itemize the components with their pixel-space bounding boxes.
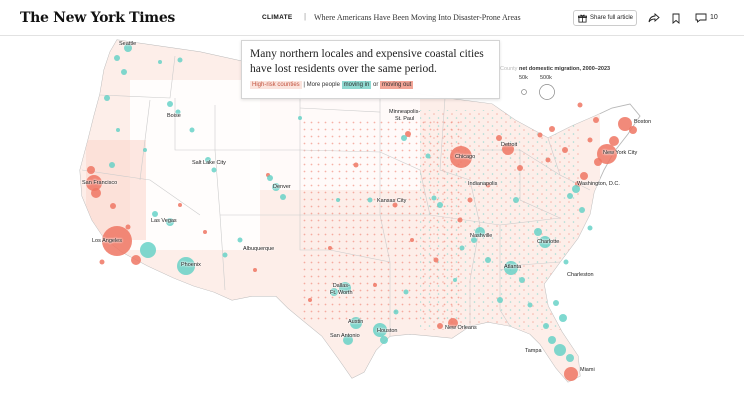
city-label-los-angeles: Los Angeles [92, 238, 122, 244]
size-legend-circles [521, 84, 555, 100]
city-label-seattle: Seattle [119, 41, 137, 47]
moving-in-circles [104, 44, 593, 362]
legend-or: or [372, 82, 379, 88]
city-label-indianapolis: Indianapolis [468, 181, 498, 187]
city-label-boston: Boston [634, 119, 652, 125]
city-label-detroit: Detroit [501, 142, 518, 148]
header-separator: | [304, 12, 307, 21]
city-label-washington: Washington, D.C. [577, 181, 620, 187]
annotation-box: Many northern locales and expensive coas… [241, 40, 500, 99]
city-label-minneapolis: Minneapolis- St. Paul [389, 109, 421, 122]
legend-divider: | [303, 82, 305, 88]
city-label-san-francisco: San Francisco [82, 180, 118, 186]
city-label-boise: Boise [167, 113, 181, 119]
city-label-charlotte: Charlotte [537, 239, 560, 245]
city-label-phoenix: Phoenix [181, 262, 201, 268]
legend-prefix: More people [306, 82, 340, 88]
city-label-dallas: Dallas- Ft. Worth [330, 283, 353, 296]
size-legend-title: net domestic migration, 2000–2023 [518, 66, 611, 72]
moving-out-swatch: moving out [380, 81, 414, 89]
city-label-austin: Austin [348, 319, 364, 325]
annotation-text: Many northern locales and expensive coas… [250, 48, 484, 75]
bookmark-icon[interactable] [667, 9, 685, 27]
city-label-tampa: Tampa [525, 348, 542, 354]
state-borders [81, 55, 591, 336]
share-full-article-button[interactable]: Share full article [573, 10, 637, 26]
comment-icon[interactable] [692, 9, 710, 27]
article-headline: Where Americans Have Been Moving Into Di… [314, 13, 521, 22]
size-legend-small: 50k [519, 75, 528, 81]
annotation-legend: High-risk counties | More people moving … [250, 81, 491, 89]
top-bar: The New York Times CLIMATE | Where Ameri… [0, 0, 744, 36]
city-label-albuquerque: Albuquerque [243, 246, 275, 252]
size-legend-large: 500k [540, 75, 552, 81]
nyt-logo[interactable]: The New York Times [20, 10, 176, 26]
migration-map [79, 39, 641, 383]
share-button-label: Share full article [590, 15, 634, 21]
city-label-san-antonio: San Antonio [330, 333, 360, 339]
city-label-kansas-city: Kansas City [377, 198, 407, 204]
gift-icon [578, 14, 587, 23]
share-icon[interactable] [645, 9, 663, 27]
city-label-new-york: New York City [603, 150, 638, 156]
city-label-nashville: Nashville [470, 233, 493, 239]
moving-in-swatch: moving in [341, 81, 372, 89]
city-label-las-vegas: Las Vegas [151, 218, 177, 224]
city-label-charleston: Charleston [567, 272, 594, 278]
city-label-miami: Miami [580, 367, 595, 373]
city-label-chicago: Chicago [455, 154, 476, 160]
moving-out-circles [86, 102, 637, 381]
city-label-new-orleans: New Orleans [445, 325, 477, 331]
high-risk-swatch: High-risk counties [250, 81, 302, 89]
city-label-denver: Denver [273, 184, 291, 190]
city-label-salt-lake-city: Salt Lake City [192, 160, 226, 166]
size-legend: County net domestic migration, 2000–2023… [500, 66, 610, 81]
section-label[interactable]: CLIMATE [262, 14, 293, 21]
comment-count[interactable]: 10 [710, 14, 718, 21]
city-label-houston: Houston [377, 328, 398, 334]
size-legend-title-prefix: County [500, 66, 518, 72]
city-label-atlanta: Atlanta [504, 264, 522, 270]
